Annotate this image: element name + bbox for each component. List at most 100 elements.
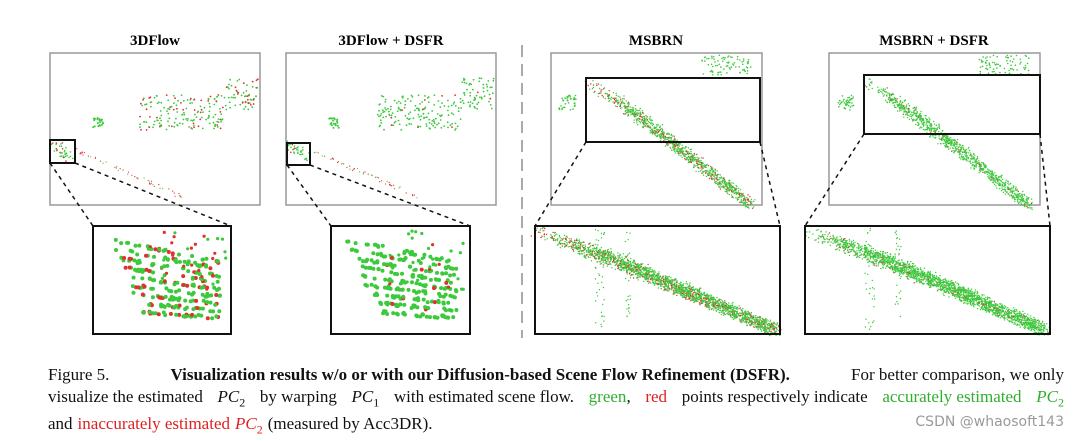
point xyxy=(636,110,637,111)
point xyxy=(195,306,199,310)
point xyxy=(151,287,155,291)
point xyxy=(560,247,561,248)
point xyxy=(690,290,691,291)
point xyxy=(721,314,722,315)
point xyxy=(157,247,161,251)
point xyxy=(462,81,464,83)
point xyxy=(64,157,66,159)
point xyxy=(400,186,401,187)
point xyxy=(746,66,748,68)
point xyxy=(671,288,672,289)
point xyxy=(389,270,393,274)
point xyxy=(218,294,222,298)
point xyxy=(663,276,664,277)
point xyxy=(700,295,701,296)
point xyxy=(324,156,325,157)
point xyxy=(290,147,292,149)
point xyxy=(380,115,382,117)
point xyxy=(592,80,593,81)
point xyxy=(489,87,491,89)
point xyxy=(179,195,180,196)
point xyxy=(657,129,658,130)
point xyxy=(406,280,409,283)
point xyxy=(380,122,382,124)
point xyxy=(415,314,419,318)
point xyxy=(906,106,907,107)
point xyxy=(97,117,99,119)
point xyxy=(741,318,742,319)
point xyxy=(692,295,693,296)
point xyxy=(385,303,389,307)
point xyxy=(771,331,772,332)
point xyxy=(569,242,570,243)
point xyxy=(690,298,691,299)
point xyxy=(732,186,733,187)
point xyxy=(724,313,725,314)
point xyxy=(644,121,645,122)
point xyxy=(633,265,634,266)
point xyxy=(337,125,339,127)
point xyxy=(929,136,930,137)
point xyxy=(125,241,129,245)
point xyxy=(712,297,713,298)
point xyxy=(251,106,253,108)
point xyxy=(729,184,730,185)
point xyxy=(733,311,734,312)
point xyxy=(744,202,745,203)
point xyxy=(617,106,618,107)
point xyxy=(618,255,619,256)
point xyxy=(611,255,612,256)
point xyxy=(633,122,634,123)
point xyxy=(628,263,629,264)
point xyxy=(705,301,706,302)
point xyxy=(763,328,764,329)
point xyxy=(704,57,706,59)
point xyxy=(681,157,682,158)
point xyxy=(439,286,443,290)
point xyxy=(598,259,599,260)
point xyxy=(393,272,397,276)
point xyxy=(143,97,145,99)
point xyxy=(214,124,216,126)
point xyxy=(749,320,750,321)
point xyxy=(575,243,576,244)
point xyxy=(938,135,939,136)
point xyxy=(468,84,470,86)
point xyxy=(585,248,586,249)
point xyxy=(134,244,138,248)
point xyxy=(539,229,540,230)
point xyxy=(604,250,605,251)
point xyxy=(726,62,728,64)
point xyxy=(742,69,744,71)
point xyxy=(170,295,174,299)
point xyxy=(755,326,756,327)
point xyxy=(162,188,163,189)
point xyxy=(746,320,747,321)
point xyxy=(414,194,415,195)
point xyxy=(644,268,645,269)
point xyxy=(607,266,608,267)
point xyxy=(650,130,651,131)
point xyxy=(209,103,211,105)
point xyxy=(625,256,626,257)
point xyxy=(564,107,566,109)
point xyxy=(184,315,188,319)
point xyxy=(673,143,674,144)
point xyxy=(151,183,152,184)
point xyxy=(697,301,698,302)
point xyxy=(652,130,653,131)
point xyxy=(455,123,457,125)
point xyxy=(165,264,169,268)
point xyxy=(655,127,656,128)
point xyxy=(572,108,574,110)
point xyxy=(408,123,410,125)
point xyxy=(618,102,619,103)
point xyxy=(633,119,634,120)
point xyxy=(689,296,690,297)
point xyxy=(623,98,624,99)
point xyxy=(444,271,448,275)
point xyxy=(745,318,746,319)
point xyxy=(213,122,215,124)
point xyxy=(667,278,668,279)
point xyxy=(380,119,382,121)
